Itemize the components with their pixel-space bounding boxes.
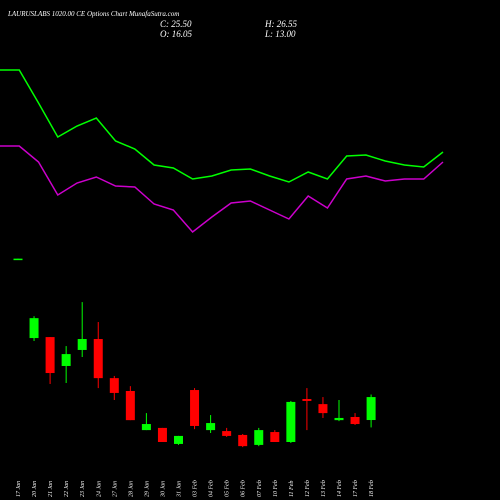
x-tick-label: 05 Feb bbox=[225, 480, 231, 497]
x-tick-label: 12 Feb bbox=[305, 480, 311, 497]
candle-body bbox=[45, 337, 55, 374]
low-label: L: 13.00 bbox=[264, 29, 296, 39]
x-tick-label: 07 Feb bbox=[257, 480, 263, 497]
candle-body bbox=[93, 339, 103, 379]
line-series bbox=[0, 145, 444, 234]
candle-body bbox=[141, 424, 151, 431]
x-tick-label: 24 Jan bbox=[95, 481, 102, 497]
open-label: O: 16.05 bbox=[160, 29, 192, 39]
high-label: H: 26.55 bbox=[264, 19, 297, 29]
x-tick-label: 03 Feb bbox=[193, 480, 199, 497]
candle-body bbox=[29, 318, 39, 339]
x-tick-label: 30 Jan bbox=[160, 481, 166, 498]
x-tick-label: 13 Feb bbox=[321, 480, 327, 497]
close-label: C: 25.50 bbox=[160, 19, 192, 29]
candle-body bbox=[206, 423, 216, 431]
candle-body bbox=[350, 416, 360, 425]
x-tick-label: 14 Feb bbox=[336, 480, 343, 497]
candle-body bbox=[157, 427, 167, 442]
x-tick-label: 28 Jan bbox=[128, 481, 134, 497]
candle-body bbox=[13, 258, 23, 261]
line-series bbox=[0, 69, 444, 183]
candle-body bbox=[238, 434, 248, 447]
candle-body bbox=[270, 432, 280, 442]
candle-body bbox=[61, 354, 71, 366]
x-tick-label: 27 Jan bbox=[112, 481, 118, 497]
candle-body bbox=[286, 401, 296, 442]
x-tick-label: 23 Jan bbox=[80, 481, 86, 497]
candle-body bbox=[109, 378, 119, 393]
candle-body bbox=[302, 399, 312, 401]
candle-body bbox=[334, 417, 344, 421]
chart-title: LAURUSLABS 1020.00 CE Options Chart Muna… bbox=[7, 10, 179, 18]
candle-body bbox=[318, 404, 328, 414]
candle-body bbox=[366, 397, 376, 421]
x-tick-label: 10 Feb bbox=[273, 480, 279, 497]
x-tick-label: 20 Jan bbox=[32, 481, 38, 497]
candle-body bbox=[254, 430, 264, 445]
x-tick-label: 04 Feb bbox=[208, 480, 215, 497]
candle-body bbox=[174, 435, 183, 444]
x-tick-label: 11 Feb bbox=[289, 481, 295, 497]
candle-body bbox=[190, 390, 200, 426]
x-tick-label: 31 Jan bbox=[177, 481, 183, 498]
candle-body bbox=[125, 391, 135, 421]
x-tick-label: 29 Jan bbox=[144, 481, 150, 497]
x-tick-label: 18 Feb bbox=[369, 480, 375, 497]
x-tick-label: 21 Jan bbox=[48, 481, 54, 497]
candle-body bbox=[77, 339, 87, 350]
candle-body bbox=[222, 431, 232, 436]
x-tick-label: 22 Jan bbox=[64, 481, 70, 497]
x-tick-label: 06 Feb bbox=[241, 480, 247, 497]
x-tick-label: 17 Feb bbox=[353, 480, 359, 497]
x-tick-label: 17 Jan bbox=[16, 481, 22, 497]
